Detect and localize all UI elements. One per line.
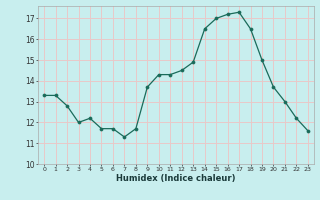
- X-axis label: Humidex (Indice chaleur): Humidex (Indice chaleur): [116, 174, 236, 183]
